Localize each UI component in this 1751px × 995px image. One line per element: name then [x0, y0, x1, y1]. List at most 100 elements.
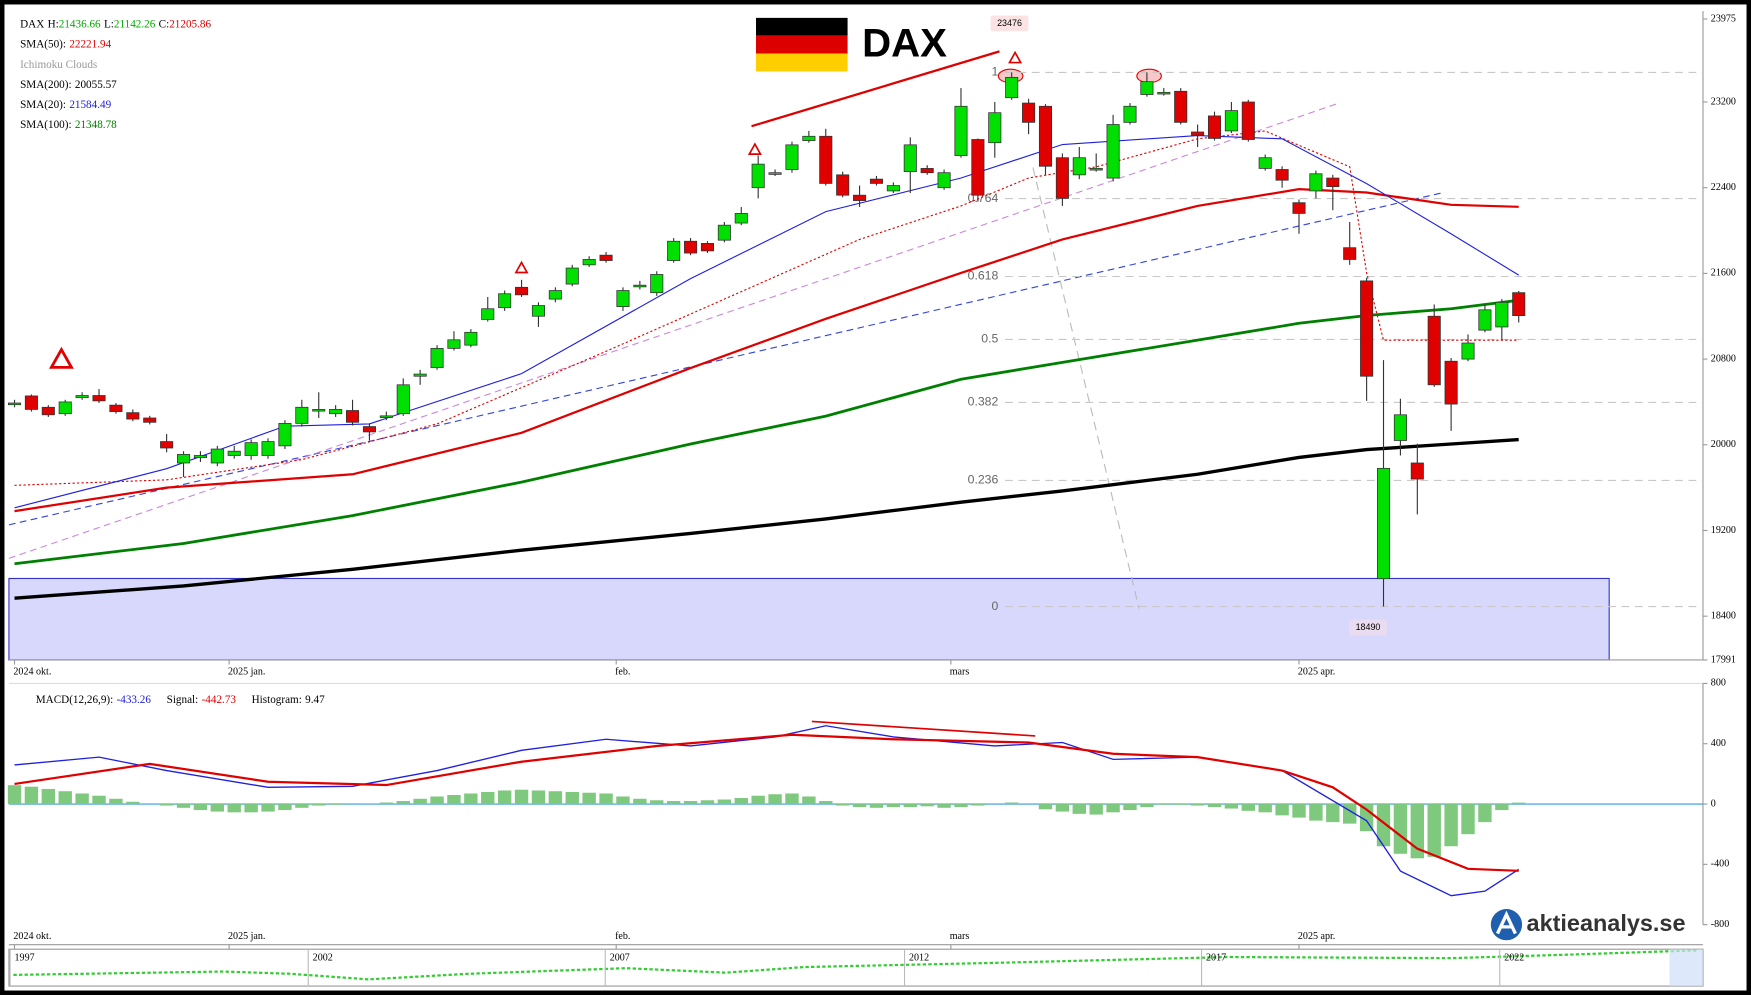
candle-body	[1106, 124, 1120, 179]
histogram-bar	[1038, 804, 1053, 810]
histogram-bar	[683, 801, 698, 805]
histogram-bar	[193, 804, 208, 811]
histogram-bar	[700, 800, 715, 805]
navigator-window	[1669, 949, 1703, 987]
histogram-bar	[1004, 802, 1019, 805]
histogram-bar	[295, 804, 309, 808]
fib-label: 0	[992, 599, 999, 613]
histogram-bar	[227, 804, 241, 813]
x-tick-label: 2024 okt.	[13, 667, 51, 678]
histogram-bar	[464, 793, 478, 805]
histogram-bar	[650, 800, 664, 805]
histogram-bar	[1495, 804, 1509, 811]
candle-body	[312, 409, 326, 412]
histogram-bar	[903, 804, 917, 808]
histogram-bar	[447, 794, 461, 805]
candle-body	[1444, 360, 1458, 405]
top-marker	[1136, 68, 1162, 84]
candle-body	[802, 135, 816, 141]
histogram-bar	[531, 790, 546, 805]
legend-value: 20055.57	[75, 78, 117, 90]
indicator-line	[14, 135, 1520, 509]
candle-body	[751, 163, 765, 189]
legend-value: -442.73	[202, 694, 237, 706]
histogram-bar	[1478, 804, 1492, 823]
histogram-bar	[565, 791, 579, 805]
candle-body	[565, 267, 579, 285]
histogram-bar	[835, 804, 850, 806]
histogram-bar	[785, 793, 799, 805]
candle-body	[1241, 101, 1255, 140]
signal-triangle	[514, 260, 529, 274]
candle-body	[531, 305, 545, 317]
x-tick-label: 2024 okt.	[13, 931, 51, 942]
histogram-bar	[362, 803, 377, 805]
legend-entry: SMA(20): 21584.49	[20, 99, 111, 111]
histogram-bar	[734, 798, 748, 805]
candle-body	[1140, 81, 1154, 95]
signal-triangle	[747, 142, 762, 155]
candle-body	[599, 254, 613, 261]
candle-body	[1309, 173, 1323, 192]
histogram-bar	[159, 804, 174, 806]
candle-body	[667, 240, 681, 261]
candle-body	[937, 172, 951, 189]
candle-body	[1005, 76, 1019, 99]
histogram-bar	[1157, 804, 1171, 805]
legend-name: Histogram:	[252, 694, 302, 706]
legend-entry: SMA(100): 21348.78	[20, 119, 117, 131]
candle-body	[1376, 467, 1391, 580]
histogram-bar	[582, 792, 596, 805]
candle-body	[1191, 131, 1205, 136]
flag-stripe	[756, 17, 848, 36]
navigator-label: 2002	[313, 952, 333, 963]
fib-label: 0.382	[968, 395, 999, 409]
histogram-bar	[1190, 804, 1205, 806]
legend-value: -433.26	[117, 694, 152, 706]
histogram-bar	[633, 798, 647, 805]
indicator-line	[14, 130, 1519, 486]
candle-body	[1292, 202, 1306, 214]
candle-body	[244, 442, 258, 456]
histogram-bar	[126, 801, 140, 805]
y-tick-label: 22400	[1711, 182, 1736, 193]
legend-value: 22221.94	[69, 38, 111, 50]
legend-entry: SMA(200): 20055.57	[20, 78, 117, 90]
candle-body	[768, 172, 782, 175]
candle-body	[176, 454, 191, 464]
candle-body	[1207, 115, 1222, 139]
histogram-bar	[1123, 804, 1137, 811]
y-tick-label: 400	[1711, 738, 1726, 749]
y-tick-label: -400	[1711, 859, 1729, 870]
legend-value: 21436.66	[59, 18, 101, 30]
y-tick-label: 20800	[1711, 353, 1736, 364]
y-tick-label: 21600	[1711, 268, 1736, 279]
candle-body	[785, 144, 799, 170]
legend-name: Signal:	[167, 694, 199, 706]
y-tick-label: 23975	[1711, 13, 1736, 24]
y-tick-label: 0	[1711, 798, 1716, 809]
histogram-bar	[1106, 804, 1120, 813]
candle-body	[1022, 102, 1036, 123]
candle-body	[548, 290, 562, 300]
candle-body	[1326, 177, 1340, 188]
x-tick-label: 2025 apr.	[1298, 931, 1335, 942]
histogram-bar	[937, 804, 951, 808]
macd-legend: MACD(12,26,9): -433.26 Signal: -442.73 Histo…	[36, 694, 325, 706]
histogram-bar	[1326, 804, 1340, 823]
histogram-bar	[1393, 804, 1408, 854]
legend-value: 9.47	[305, 694, 325, 706]
navigator-label: 2007	[610, 952, 630, 963]
indicator-line	[14, 188, 1519, 513]
x-tick-label: feb.	[615, 667, 630, 678]
candle-body	[143, 417, 157, 423]
candle-body	[1512, 292, 1526, 317]
candle-body	[1038, 105, 1053, 167]
fib-label: 0.618	[968, 269, 999, 283]
y-tick-label: 17991	[1711, 654, 1736, 665]
candle-body	[1495, 301, 1509, 328]
legend-value: 21584.49	[69, 99, 111, 111]
candle-body	[413, 373, 427, 377]
histogram-bar	[1224, 804, 1239, 809]
candle-body	[633, 284, 647, 288]
